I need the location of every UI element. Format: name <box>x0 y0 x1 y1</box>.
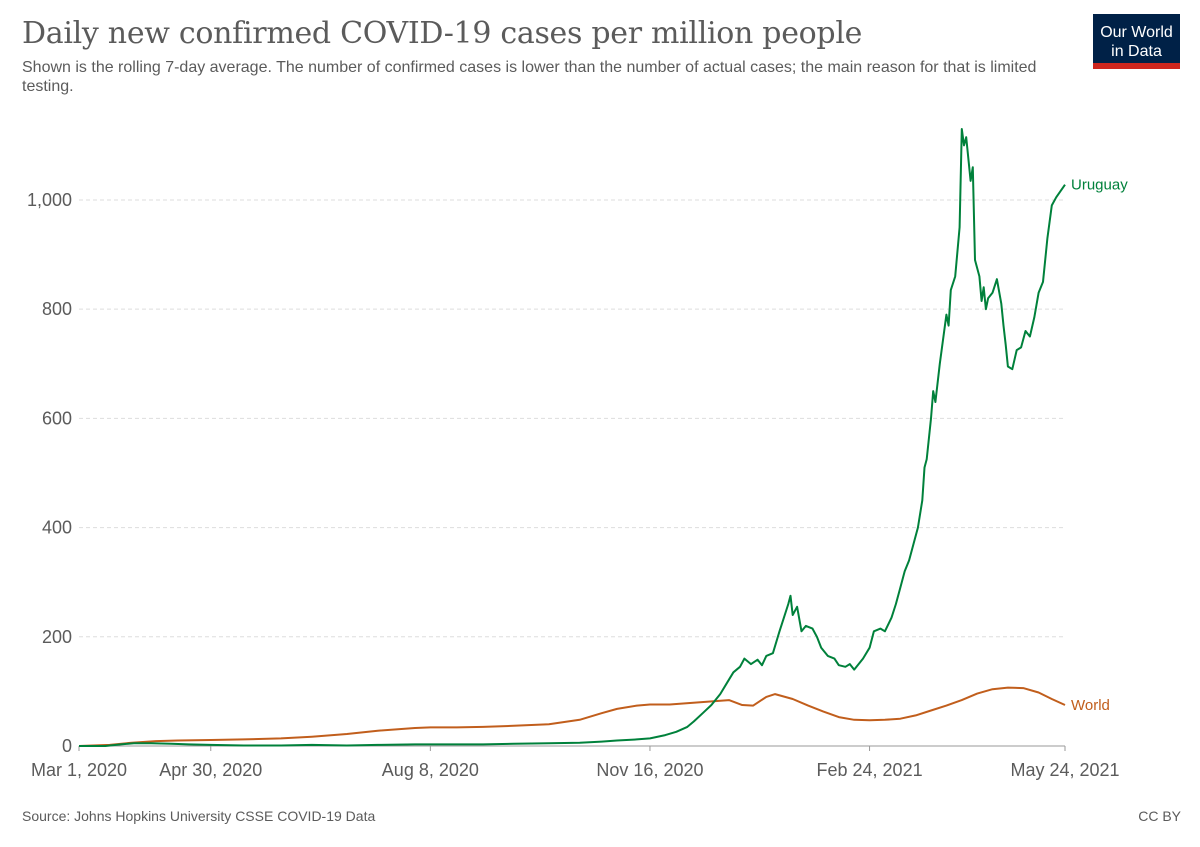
x-tick-label: Apr 30, 2020 <box>159 760 262 780</box>
series-line-world[interactable] <box>78 686 1066 747</box>
x-tick-label: Mar 1, 2020 <box>31 760 127 780</box>
gridlines <box>79 199 1065 638</box>
series-label-uruguay[interactable]: Uruguay <box>1071 177 1128 194</box>
y-tick-label: 800 <box>42 299 72 319</box>
logo-accent-bar <box>1093 63 1180 69</box>
y-tick-label: 600 <box>42 408 72 428</box>
series-label-world[interactable]: World <box>1071 697 1110 714</box>
x-tick-label: Aug 8, 2020 <box>382 760 479 780</box>
series-lines <box>78 128 1066 747</box>
x-tick-label: Nov 16, 2020 <box>596 760 703 780</box>
y-tick-label: 0 <box>62 736 72 756</box>
axes: 0 200 400 600 800 1,000 Mar 1, 2020 Apr 30, 202… <box>27 190 1120 780</box>
chart-title: Daily new confirmed COVID-19 cases per m… <box>22 16 863 51</box>
owid-logo[interactable]: Our World in Data <box>1093 14 1180 69</box>
y-tick-label: 200 <box>42 627 72 647</box>
series-labels: World Uruguay <box>1071 177 1128 714</box>
license-link[interactable]: CC BY <box>1138 808 1181 824</box>
y-tick-label: 400 <box>42 518 72 538</box>
x-tick-label: May 24, 2021 <box>1010 760 1119 780</box>
y-tick-label: 1,000 <box>27 190 72 210</box>
chart-subtitle: Shown is the rolling 7-day average. The … <box>22 59 1037 95</box>
logo-line-2: in Data <box>1111 43 1162 60</box>
source-note: Source: Johns Hopkins University CSSE CO… <box>22 808 376 824</box>
x-tick-label: Feb 24, 2021 <box>817 760 923 780</box>
series-line-uruguay[interactable] <box>79 128 1066 747</box>
logo-line-1: Our World <box>1100 24 1173 41</box>
